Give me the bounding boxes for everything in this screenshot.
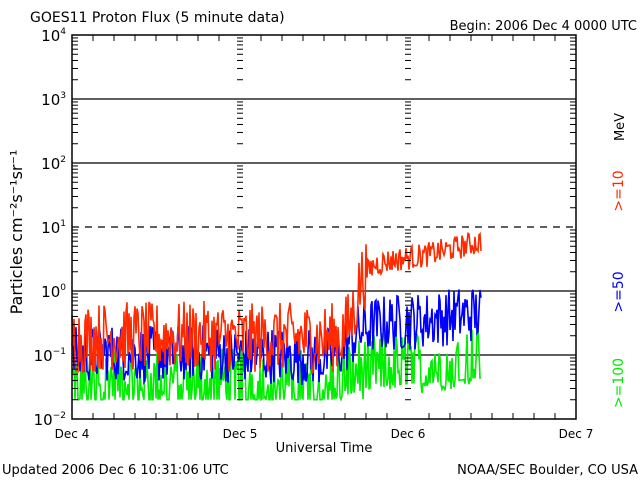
y-tick-label: 104 (41, 27, 66, 45)
updated-timestamp: Updated 2006 Dec 6 10:31:06 UTC (2, 463, 229, 478)
x-tick-label: Dec 6 (391, 427, 426, 441)
series-line-gte50 (71, 289, 482, 386)
legend-entry: >=50 (611, 271, 627, 312)
series-line-gte10 (71, 231, 482, 375)
legend-unit: MeV (613, 113, 628, 141)
y-tick-label: 102 (41, 155, 66, 173)
x-tick-label: Dec 4 (55, 427, 90, 441)
axes (71, 34, 577, 420)
y-tick-label: 100 (41, 283, 66, 301)
credit-text: NOAA/SEC Boulder, CO USA (457, 463, 638, 478)
y-axis-label: Particles cm⁻²s⁻¹sr⁻¹ (7, 150, 26, 315)
begin-time: Begin: 2006 Dec 4 0000 UTC (450, 19, 637, 34)
legend: MeV >=10 >=50 >=100 (611, 113, 628, 408)
x-tick-labels: Dec 4 Dec 5 Dec 6 Dec 7 (55, 427, 594, 441)
y-tick-label: 101 (41, 219, 66, 237)
x-tick-label: Dec 5 (223, 427, 258, 441)
y-tick-label: 10−2 (34, 411, 66, 429)
y-tick-label: 10−1 (34, 347, 66, 365)
y-tick-labels: 104 103 102 101 100 10−1 10−2 (34, 27, 67, 429)
x-tick-label: Dec 7 (559, 427, 594, 441)
y-tick-label: 103 (41, 91, 66, 109)
data-series (71, 231, 482, 402)
legend-entry: >=10 (611, 170, 627, 211)
chart-title: GOES11 Proton Flux (5 minute data) (30, 10, 285, 26)
gridlines (72, 98, 576, 356)
legend-entry: >=100 (611, 358, 627, 408)
x-axis-label: Universal Time (276, 441, 373, 456)
